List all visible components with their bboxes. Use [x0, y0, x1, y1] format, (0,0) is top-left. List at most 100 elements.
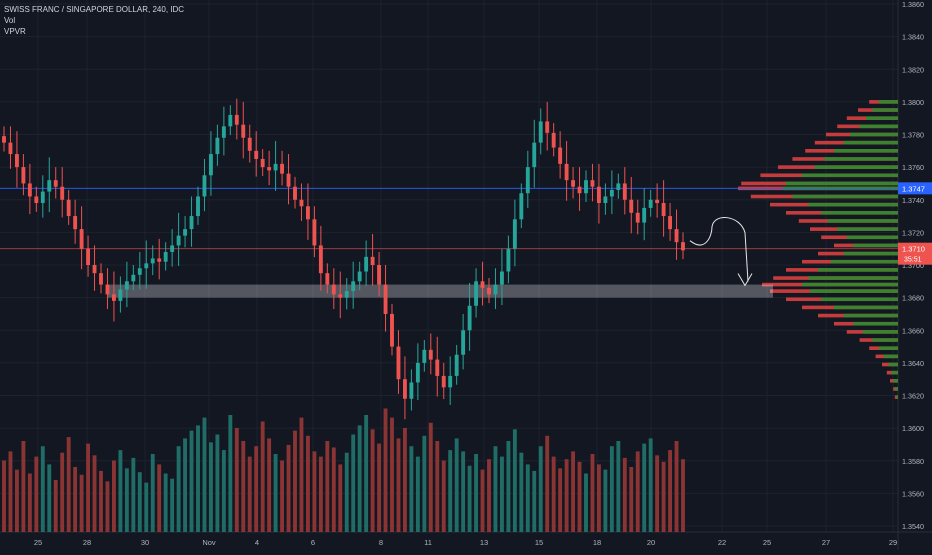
candle-body	[86, 248, 91, 265]
volume-bar	[377, 443, 382, 532]
candle-body	[571, 180, 576, 187]
vpvr-bar-up	[802, 282, 898, 287]
volume-bar	[383, 408, 388, 532]
vpvr-bar-up	[896, 395, 898, 399]
x-tick-label: 28	[83, 538, 91, 547]
candle-body	[609, 189, 614, 197]
volume-bar	[293, 430, 297, 532]
volume-bar	[661, 461, 666, 532]
vpvr-bar-up	[878, 100, 898, 104]
volume-bar	[642, 443, 647, 532]
vpvr-bar-up	[837, 227, 898, 231]
projection-arrowhead	[737, 273, 753, 287]
candle-body	[247, 137, 252, 151]
candle-body	[467, 305, 472, 331]
candle-body	[480, 281, 485, 288]
volume-bar	[357, 425, 362, 532]
candle-body	[325, 273, 330, 285]
y-tick-label: 1.3780	[902, 131, 924, 140]
volume-bar	[422, 435, 427, 532]
volume-bar	[73, 467, 78, 532]
candle-body	[183, 229, 188, 236]
volume-bar	[312, 451, 317, 532]
candle-body	[331, 284, 336, 295]
volume-bar	[506, 441, 511, 532]
volume-bar	[260, 421, 265, 532]
candle-body	[118, 289, 123, 301]
support-zone	[108, 284, 773, 298]
candle-body	[254, 150, 259, 159]
y-tick-label: 1.3540	[902, 522, 924, 531]
volume-bar	[364, 415, 369, 532]
candle-body	[202, 175, 207, 197]
volume-bar	[441, 460, 446, 532]
candle-body	[648, 199, 653, 208]
volume-bar	[668, 450, 673, 532]
volume-bar	[609, 446, 614, 532]
candle-body	[635, 212, 640, 223]
vpvr-bar-up	[843, 251, 898, 256]
volume-bar	[53, 480, 58, 532]
indicator-vol-label[interactable]: Vol	[4, 16, 16, 25]
red-level-price: 1.3710	[902, 245, 925, 254]
candle-body	[318, 245, 323, 274]
volume-bar	[351, 434, 356, 532]
candle-body	[525, 167, 530, 194]
candle-body	[228, 114, 233, 127]
volume-bar	[124, 468, 129, 532]
candle-body	[512, 219, 517, 249]
volume-bar	[254, 446, 259, 532]
x-tick-label: 13	[480, 538, 488, 547]
volume-bar	[512, 429, 517, 532]
y-tick-label: 1.3580	[902, 457, 924, 466]
volume-bar	[21, 441, 26, 532]
candle-body	[2, 136, 6, 143]
volume-bar	[176, 446, 181, 532]
x-tick-label: 25	[34, 538, 42, 547]
y-tick-label: 1.3660	[902, 326, 924, 335]
y-tick-label: 1.3640	[902, 359, 924, 368]
vpvr-bar-up	[872, 338, 898, 342]
volume-bar	[499, 456, 504, 532]
vpvr-bar-up	[883, 354, 898, 359]
chart-legend: SWISS FRANC / SINGAPORE DOLLAR, 240, IDC…	[4, 4, 184, 37]
candle-body	[364, 256, 369, 272]
candle-body	[60, 186, 65, 200]
candle-body	[267, 167, 272, 171]
volume-bar	[622, 457, 627, 532]
candle-body	[299, 199, 304, 207]
candle-body	[577, 186, 582, 194]
vpvr-bar-up	[853, 243, 898, 248]
volume-bar	[655, 455, 660, 532]
indicator-vpvr-label[interactable]: VPVR	[4, 27, 26, 36]
vpvr-bar-up	[821, 297, 898, 302]
volume-bar	[234, 428, 239, 532]
candle-body	[92, 265, 97, 274]
volume-bar	[545, 435, 550, 532]
volume-bar	[681, 459, 685, 532]
volume-bar	[596, 464, 601, 532]
candle-body	[428, 349, 433, 360]
symbol-title[interactable]: SWISS FRANC / SINGAPORE DOLLAR, 240, IDC	[4, 5, 185, 14]
candle-body	[435, 359, 440, 376]
volume-bar	[415, 456, 420, 532]
x-tick-label: 11	[424, 538, 432, 547]
y-tick-label: 1.3620	[902, 392, 924, 401]
candle-body	[14, 154, 19, 168]
candle-body	[344, 291, 349, 298]
candle-body	[40, 191, 45, 204]
candle-body	[21, 167, 26, 184]
volume-bar	[280, 460, 285, 532]
candle-body	[157, 258, 162, 262]
volume-bar	[267, 438, 272, 532]
y-tick-label: 1.3560	[902, 489, 924, 498]
candle-body	[260, 158, 265, 168]
volume-bar	[228, 415, 233, 532]
vpvr-bar-up	[859, 124, 898, 129]
x-tick-label: 6	[311, 538, 315, 547]
volume-bar	[105, 481, 110, 532]
volume-bar	[241, 441, 246, 532]
